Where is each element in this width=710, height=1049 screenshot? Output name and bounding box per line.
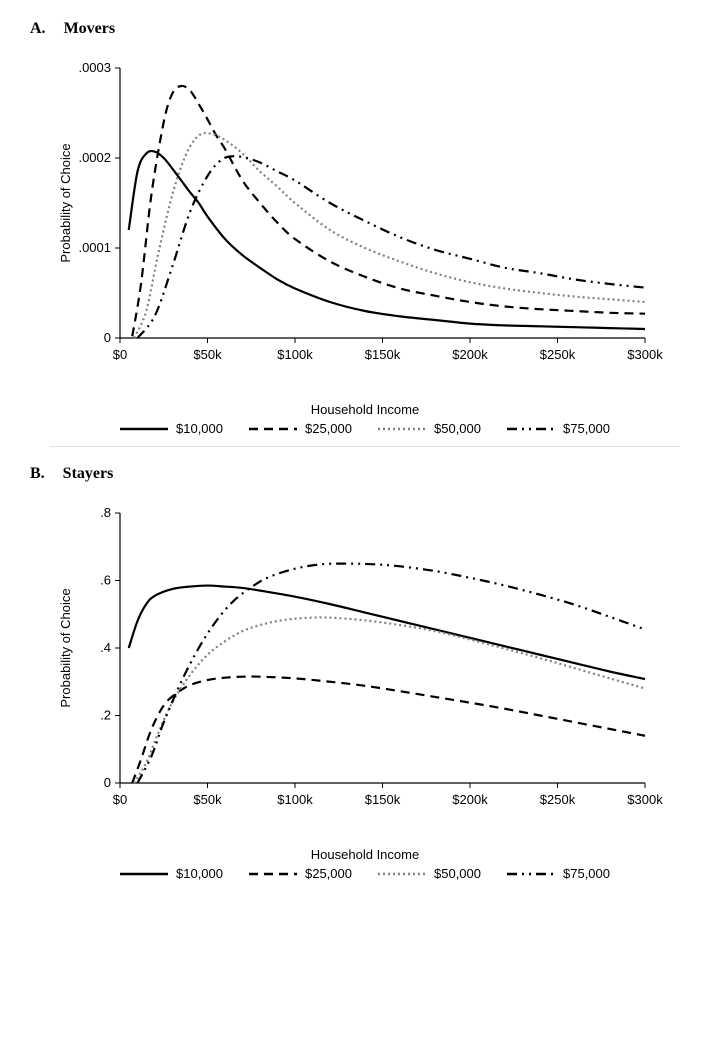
page: A. Movers 0 .0001 .0002 .0003 $0 $50k $100k $15… [0,0,710,911]
legend-item: $75,000 [507,421,610,436]
svg-text:.0003: .0003 [78,60,111,75]
legend-label: $25,000 [305,866,352,881]
svg-text:0: 0 [104,775,111,790]
svg-text:.8: .8 [100,505,111,520]
svg-text:$0: $0 [113,347,127,362]
svg-text:Probability of Choice: Probability of Choice [58,588,73,707]
svg-text:$200k: $200k [452,792,488,807]
svg-text:.4: .4 [100,640,111,655]
legend-item: $25,000 [249,421,352,436]
svg-text:$50k: $50k [193,347,222,362]
legend-label: $25,000 [305,421,352,436]
panel-a-chart: 0 .0001 .0002 .0003 $0 $50k $100k $150k $200k $25… [50,48,680,436]
legend-label: $50,000 [434,866,481,881]
svg-text:$150k: $150k [365,347,401,362]
legend-item: $10,000 [120,421,223,436]
svg-text:$300k: $300k [627,792,663,807]
svg-text:$150k: $150k [365,792,401,807]
svg-text:.2: .2 [100,708,111,723]
panel-b-name: Stayers [63,465,114,482]
legend-label: $75,000 [563,866,610,881]
svg-text:$300k: $300k [627,347,663,362]
panel-b-letter: B. [30,465,45,482]
svg-text:.0001: .0001 [78,240,111,255]
legend-a-title: Household Income [50,402,680,417]
legend-b-row: $10,000 $25,000 $50,000 $75,000 [50,866,680,881]
legend-item: $50,000 [378,421,481,436]
svg-text:$250k: $250k [540,347,576,362]
legend-label: $50,000 [434,421,481,436]
panel-b-chart: 0 .2 .4 .6 .8 $0 $50k $100k $150k $200k $250k $300k… [50,493,680,881]
svg-text:$100k: $100k [277,347,313,362]
panel-b-title: B. Stayers [30,465,680,483]
svg-text:Probability of Choice: Probability of Choice [58,143,73,262]
panel-divider [50,446,680,447]
svg-text:$250k: $250k [540,792,576,807]
legend-item: $25,000 [249,866,352,881]
panel-a-title: A. Movers [30,20,680,38]
chart-b-svg: 0 .2 .4 .6 .8 $0 $50k $100k $150k $200k $250k $300k… [50,493,670,833]
legend-a-row: $10,000 $25,000 $50,000 $75,000 [50,421,680,436]
chart-a-svg: 0 .0001 .0002 .0003 $0 $50k $100k $150k $200k $25… [50,48,670,388]
legend-label: $10,000 [176,421,223,436]
svg-text:$50k: $50k [193,792,222,807]
legend-item: $10,000 [120,866,223,881]
svg-text:$100k: $100k [277,792,313,807]
svg-text:$0: $0 [113,792,127,807]
svg-text:.6: .6 [100,573,111,588]
legend-label: $75,000 [563,421,610,436]
legend-item: $50,000 [378,866,481,881]
legend-item: $75,000 [507,866,610,881]
panel-a-name: Movers [64,20,116,37]
svg-text:$200k: $200k [452,347,488,362]
svg-text:0: 0 [104,330,111,345]
panel-a-letter: A. [30,20,46,37]
legend-label: $10,000 [176,866,223,881]
svg-text:.0002: .0002 [78,150,111,165]
legend-b-title: Household Income [50,847,680,862]
